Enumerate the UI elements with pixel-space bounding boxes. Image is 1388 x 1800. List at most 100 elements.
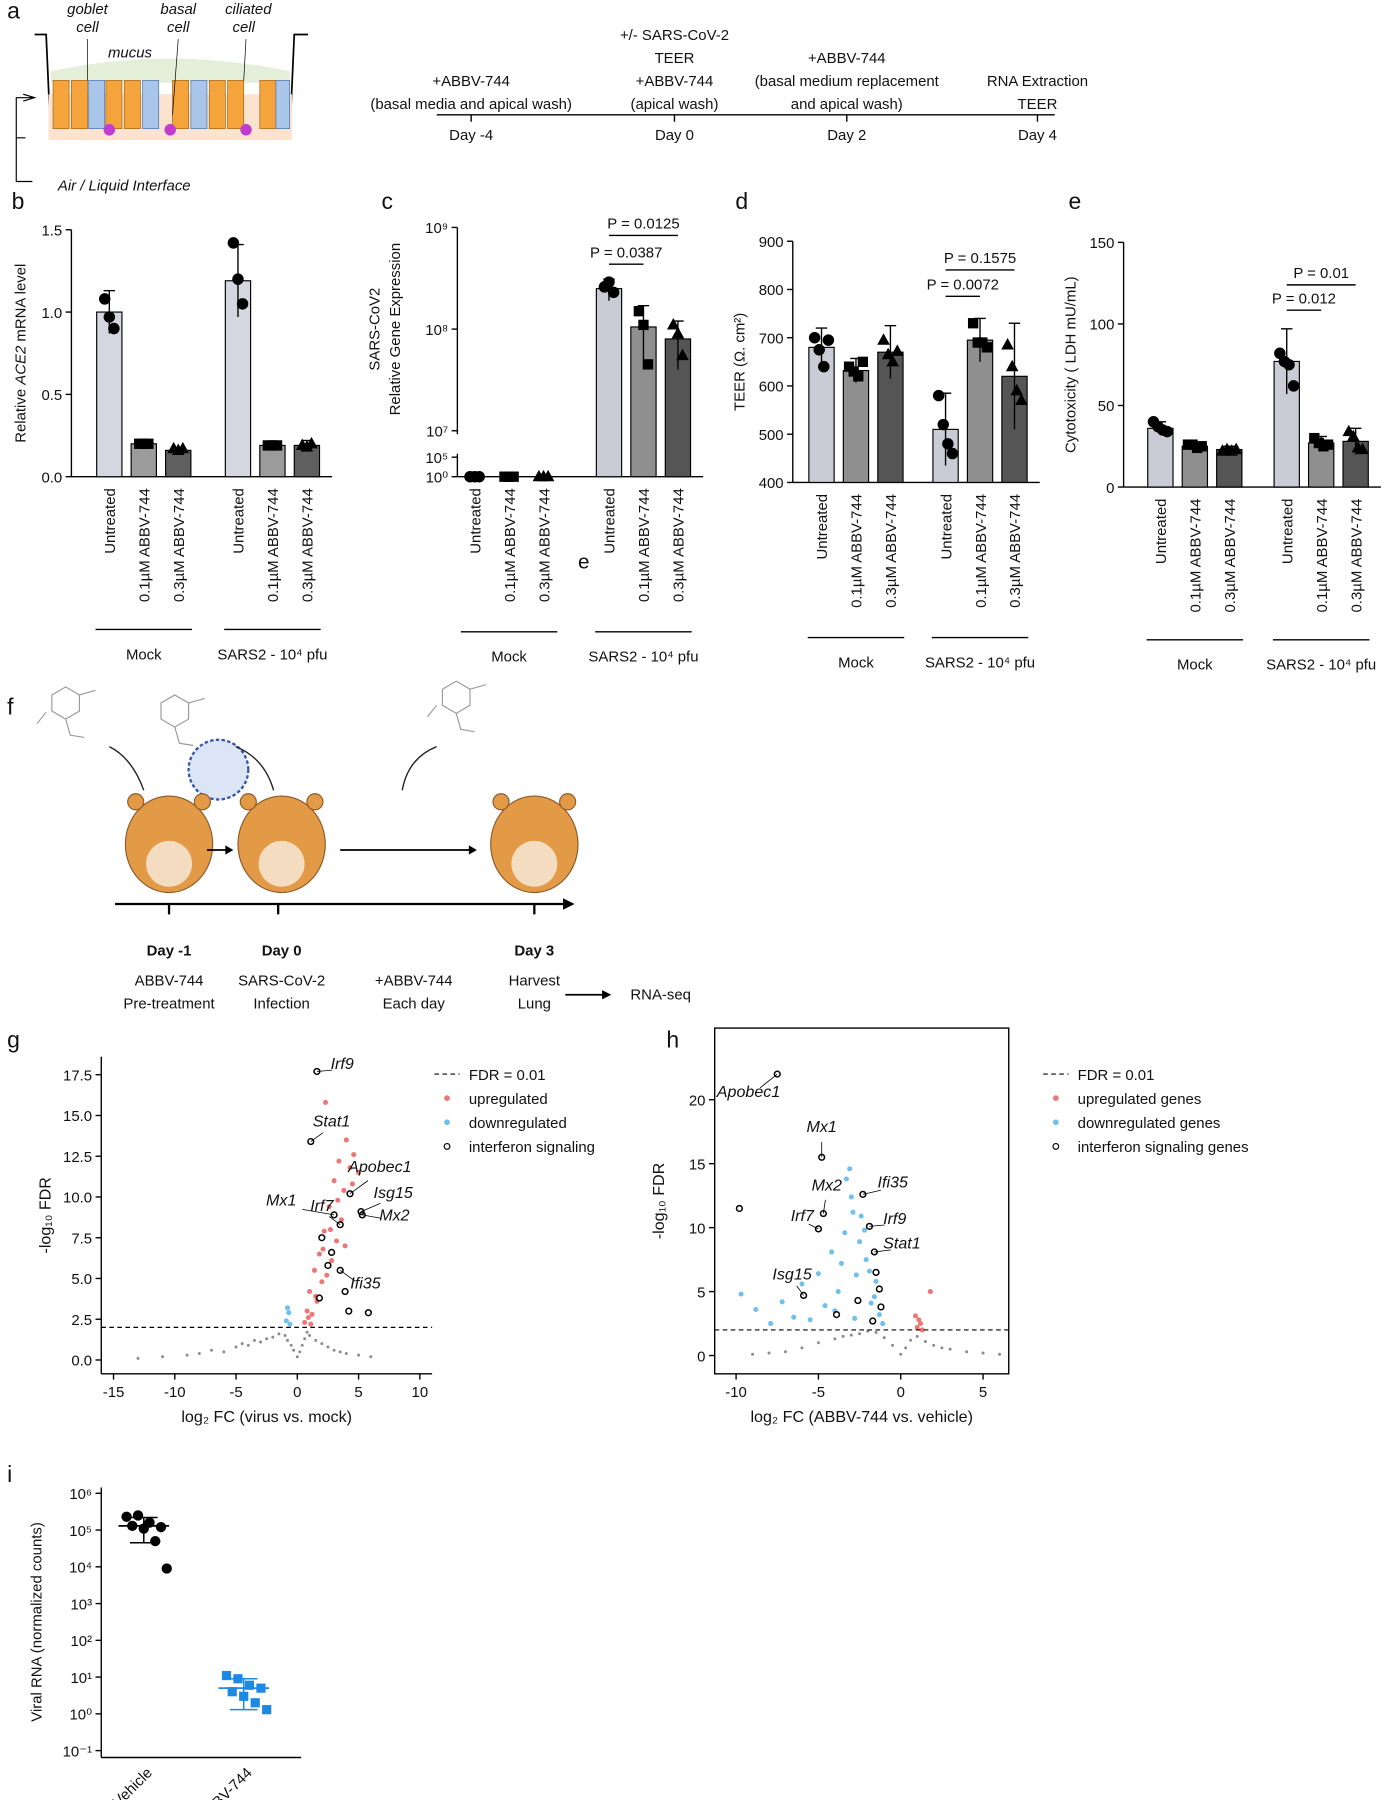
background-point <box>326 1345 330 1349</box>
category-label: Vehicle <box>110 1764 156 1800</box>
background-point <box>300 1343 304 1347</box>
bar <box>595 288 623 478</box>
sample-point <box>244 1680 255 1690</box>
significant-point <box>848 1194 854 1200</box>
significant-point <box>807 1317 813 1323</box>
significant-point <box>913 1313 919 1319</box>
replicate-point <box>891 344 904 356</box>
background-point <box>932 1343 936 1347</box>
x-tick-label: 0 <box>897 1384 905 1401</box>
replicate-point <box>671 326 685 339</box>
background-point <box>965 1350 969 1354</box>
panel-label: b <box>12 188 25 214</box>
x-tick-label: 5 <box>354 1384 362 1401</box>
sample-point <box>155 1521 167 1533</box>
significant-point <box>866 1268 872 1274</box>
y-tick-label: 10⁰ <box>426 469 449 486</box>
ciliated-label: cell <box>233 19 256 36</box>
y-axis-label: SARS-CoV2 <box>366 288 383 371</box>
background-point <box>858 1332 862 1336</box>
significant-point <box>829 1249 835 1255</box>
background-point <box>357 1353 361 1357</box>
interferon-point <box>345 1307 353 1315</box>
background-point <box>800 1346 804 1350</box>
y-tick-label: 400 <box>759 475 784 492</box>
significant-point <box>327 1227 333 1233</box>
label-leader <box>759 1073 778 1089</box>
replicate-point <box>1161 425 1174 438</box>
y-axis-label-part: mRNA level <box>12 264 29 346</box>
day-label: Day 4 <box>1018 127 1057 144</box>
significant-point <box>322 1099 329 1105</box>
background-point <box>332 1348 336 1352</box>
bar <box>96 311 123 478</box>
replicate-point <box>1347 429 1360 442</box>
significant-point <box>309 1311 315 1317</box>
event-text: +/- SARS-CoV-2 <box>620 27 729 44</box>
y-tick-label: 20 <box>689 1092 706 1109</box>
significant-point <box>853 1272 859 1278</box>
y-axis-label: Cytotoxicity ( LDH mU/mL) <box>1062 276 1079 453</box>
significant-point <box>868 1300 874 1306</box>
x-tick-label: -10 <box>725 1384 747 1401</box>
replicate-point <box>108 322 120 335</box>
gene-label: Mx1 <box>266 1192 296 1210</box>
significant-point <box>914 1324 920 1330</box>
background-point <box>283 1334 287 1338</box>
label-leader <box>874 1249 891 1253</box>
replicate-point <box>886 354 900 367</box>
step-text: Each day <box>383 996 446 1013</box>
significant-point <box>822 1303 828 1309</box>
event-text: TEER <box>655 50 695 67</box>
category-label: ABBV-744 <box>195 1764 256 1800</box>
replicate-point <box>813 344 825 356</box>
interferon-point <box>735 1204 743 1213</box>
legend-marker <box>444 1119 450 1126</box>
y-tick-label: 700 <box>759 330 784 347</box>
interferon-point <box>875 1285 883 1293</box>
significant-point <box>858 1213 864 1219</box>
replicate-point <box>877 333 890 345</box>
background-point <box>314 1338 318 1342</box>
gene-label: Stat1 <box>883 1234 921 1252</box>
interferon-point <box>854 1296 862 1305</box>
interferon-point <box>773 1070 781 1078</box>
gene-label: Irf9 <box>331 1055 354 1073</box>
plot-frame <box>713 1027 1010 1375</box>
category-label: 0.3µM ABBV-744 <box>671 488 688 602</box>
gene-label: Mx2 <box>379 1207 409 1225</box>
bar <box>1147 427 1174 488</box>
p-value: P = 0.01 <box>1293 265 1349 282</box>
significant-point <box>356 1170 362 1176</box>
interferon-point <box>328 1248 336 1257</box>
significant-point <box>331 1178 337 1184</box>
background-point <box>767 1351 771 1355</box>
p-value: P = 0.0072 <box>927 276 999 293</box>
group-label: SARS2 - 10⁴ pfu <box>1266 657 1376 674</box>
background-point <box>222 1350 226 1354</box>
x-tick-label: 0 <box>293 1384 301 1401</box>
significant-point <box>847 1166 853 1172</box>
mucus-label: mucus <box>108 44 152 61</box>
panel-label: d <box>735 188 748 214</box>
significant-point <box>305 1315 311 1321</box>
background-point <box>277 1332 281 1336</box>
significant-point <box>838 1260 844 1266</box>
x-tick-label: -10 <box>164 1384 186 1401</box>
label-leader <box>349 1180 369 1195</box>
p-value: P = 0.0125 <box>607 216 679 233</box>
significant-point <box>343 1137 349 1143</box>
category-label: 0.1µM ABBV-744 <box>502 488 519 602</box>
step-text: +ABBV-744 <box>375 973 453 990</box>
background-point <box>915 1334 919 1338</box>
step-text: Harvest <box>509 973 561 990</box>
day-label: Day 0 <box>262 943 302 960</box>
replicate-point <box>822 334 835 346</box>
replicate-point <box>227 237 240 249</box>
label-leader <box>360 1203 381 1213</box>
significant-point <box>287 1321 293 1327</box>
label-leader <box>310 1132 324 1142</box>
p-value: P = 0.1575 <box>944 250 1016 267</box>
background-point <box>783 1350 787 1354</box>
background-point <box>265 1337 269 1341</box>
